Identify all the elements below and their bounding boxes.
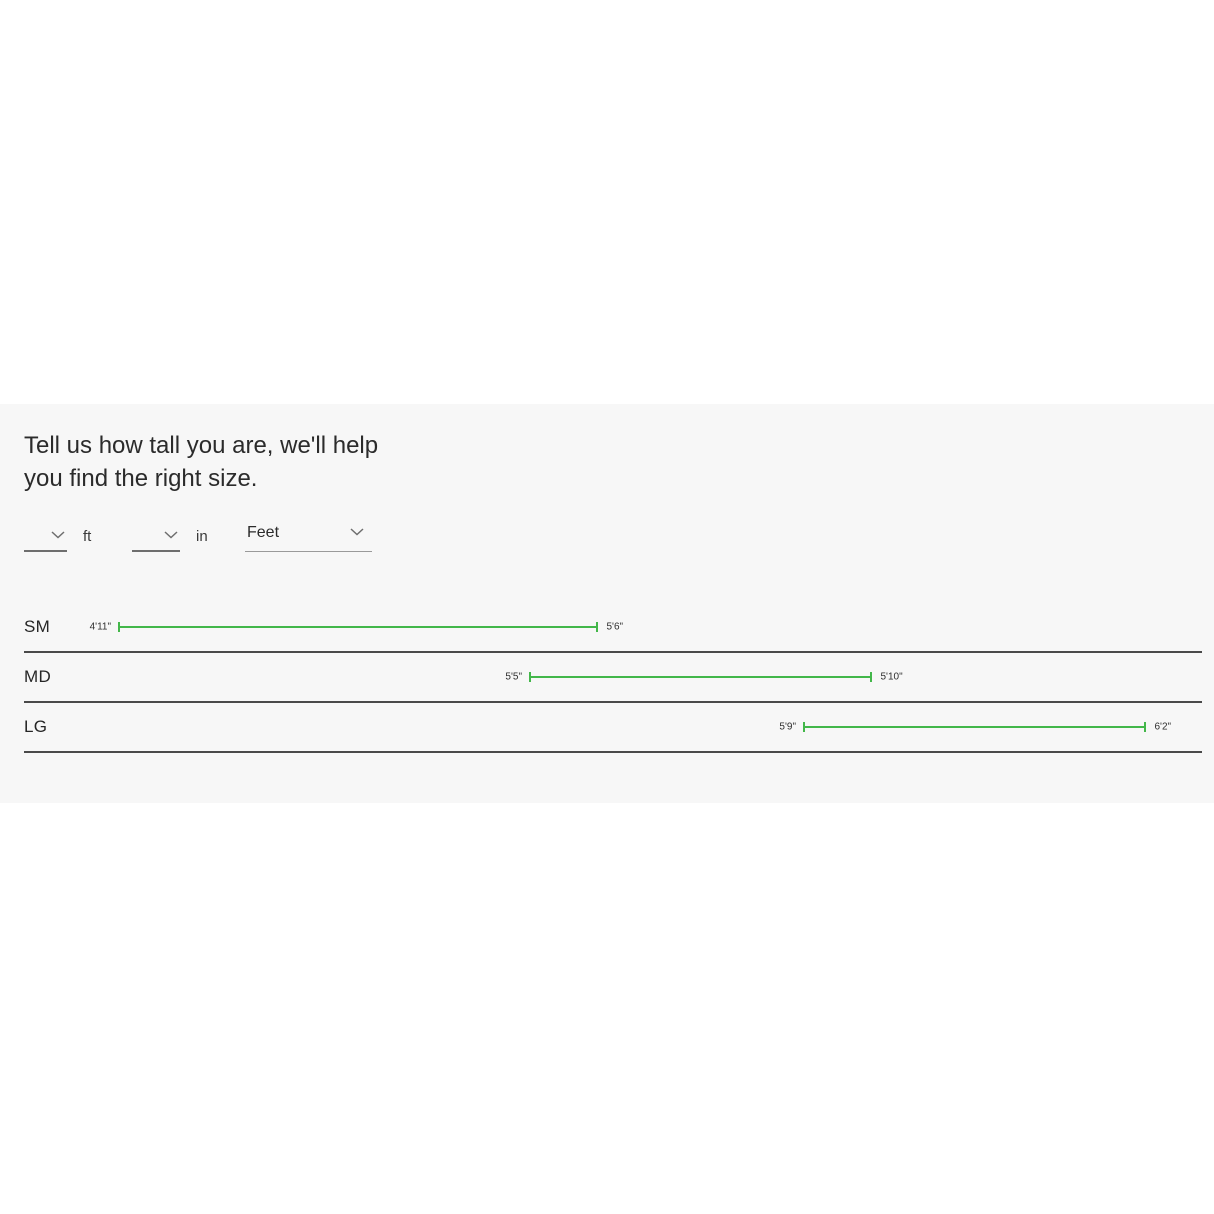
height-range-bar (529, 672, 872, 682)
size-row-md: MD 5'5" 5'10" (24, 653, 1202, 703)
chevron-down-icon (164, 531, 178, 539)
min-height-label: 4'11" (89, 621, 111, 633)
max-height-label: 5'10" (880, 671, 903, 683)
size-chart: SM 4'11" 5'6" MD 5'5" 5'10" LG 5'9" 6'2" (0, 603, 1214, 753)
size-row-sm: SM 4'11" 5'6" (24, 603, 1202, 653)
size-finder-heading: Tell us how tall you are, we'll help you… (24, 429, 454, 495)
size-label: SM (24, 617, 51, 636)
heading-line-2: you find the right size. (24, 465, 258, 492)
size-row-lg: LG 5'9" 6'2" (24, 703, 1202, 753)
height-feet-select[interactable] (24, 522, 67, 552)
height-range-bar (803, 722, 1146, 732)
min-height-label: 5'5" (505, 671, 522, 683)
measurement-unit-value: Feet (247, 523, 280, 541)
feet-unit-label: ft (83, 528, 92, 545)
measurement-unit-select[interactable]: Feet (245, 514, 372, 552)
size-label: LG (24, 717, 48, 736)
size-finder-section: Tell us how tall you are, we'll help you… (0, 404, 1214, 803)
height-range-bar (118, 622, 598, 632)
heading-line-1: Tell us how tall you are, we'll help (24, 432, 379, 459)
inches-unit-label: in (196, 528, 208, 545)
chevron-down-icon (350, 528, 364, 536)
chevron-down-icon (51, 531, 65, 539)
min-height-label: 5'9" (779, 721, 796, 733)
max-height-label: 6'2" (1154, 721, 1172, 733)
size-label: MD (24, 667, 52, 686)
max-height-label: 5'6" (606, 621, 624, 633)
height-inches-select[interactable] (132, 522, 180, 552)
